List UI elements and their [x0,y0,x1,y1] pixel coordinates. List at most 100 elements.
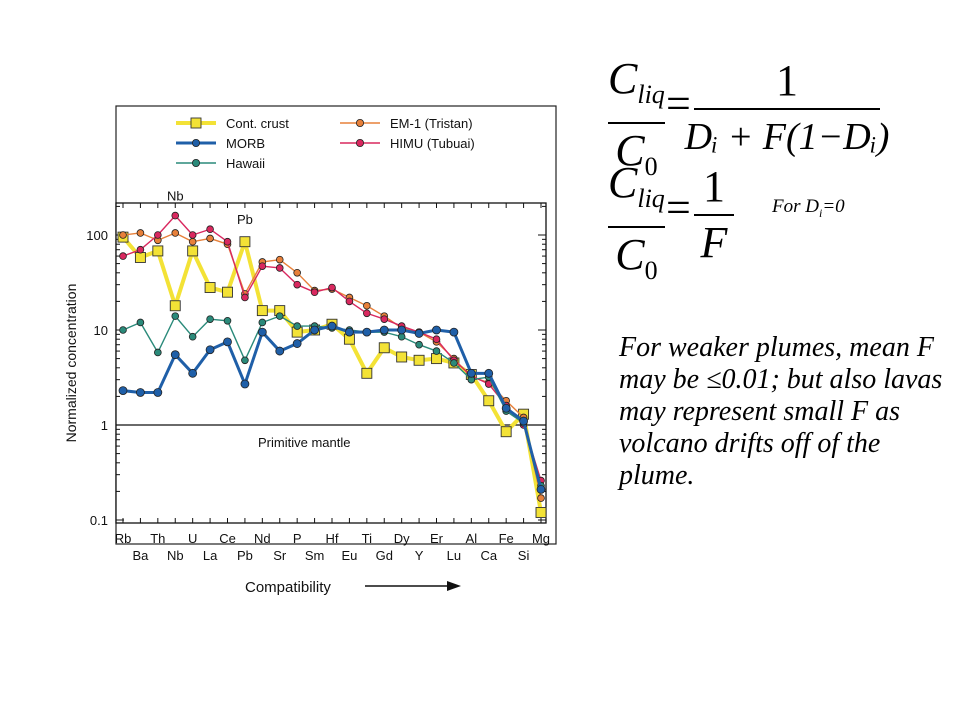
data-point [134,252,146,263]
data-point [222,286,233,298]
data-point [257,327,267,337]
data-point [223,316,232,325]
x-tick-label: U [188,531,197,546]
data-point [396,351,408,363]
legend-swatch-marker [191,138,200,147]
data-point [378,342,390,354]
data-point [152,245,164,257]
data-point [171,229,180,237]
reference-line-group: Primitive mantle [116,424,546,450]
equation-2-lhs: Cliq C0 [608,160,665,294]
data-point [484,368,494,378]
eq2-lhs-fraction-bar [608,225,665,228]
data-point [466,368,476,378]
x-tick-label: Nb [167,548,184,563]
x-tick-label: Fe [499,531,514,546]
note-text: For weaker plumes, mean F may be ≤0.01; … [619,332,943,491]
data-point [450,359,458,367]
data-point [241,356,249,365]
y-tick-label: 100 [86,228,108,243]
data-point [153,388,163,397]
data-point [170,350,180,360]
data-point [119,231,127,239]
data-point [363,309,371,318]
x-tick-label: Eu [341,548,357,563]
legend-label: Hawaii [226,156,265,171]
eq1-rhs-denominator: Dᵢ + F(1−Dᵢ) [684,116,890,158]
eq2-lhs-denominator: C0 [615,229,658,285]
data-point [413,354,425,366]
x-tick-label: Mg [532,531,550,546]
data-point [397,325,407,335]
legend-label: Cont. crust [226,116,289,131]
data-point [154,231,162,239]
data-point [239,236,251,248]
data-point [345,297,354,306]
eq1-equals: = [666,79,691,128]
data-point [275,255,284,264]
data-point [519,416,528,426]
equation-1-rhs: 1 Dᵢ + F(1−Dᵢ) [685,58,890,160]
legend-label: HIMU (Tubuai) [390,136,475,151]
peak-label: Pb [237,212,253,227]
series-layer [117,211,547,518]
legend-label: MORB [226,136,265,151]
data-point [362,327,372,337]
data-point [292,339,302,348]
legend-swatch-marker [191,158,200,167]
y-tick-label: 0.1 [90,513,108,528]
x-tick-label: Gd [376,548,393,563]
data-point [361,367,373,379]
legend-item: EM-1 (Tristan) [340,116,473,131]
eq1-lhs-numerator: Cliq [608,54,665,109]
plot-area [115,202,547,524]
legend-swatch-marker [355,138,364,147]
x-tick-label: Dy [394,531,410,546]
data-point [258,318,267,327]
x-tick-label: Ti [362,531,372,546]
eq1-lhs-fraction-bar [608,121,665,124]
x-tick-label: La [203,548,218,563]
data-point [328,283,336,292]
data-point [171,211,180,220]
data-point [119,252,127,260]
data-point [188,231,197,239]
eq2-rhs-denominator: F [700,218,728,267]
x-tick-label: P [293,531,302,546]
x-tick-label: Rb [115,531,132,546]
data-point [432,325,441,335]
data-point [136,229,145,237]
equation-2-rhs: 1 F [694,164,734,266]
x-axis-label: Compatibility [245,579,331,596]
eq2-rhs-fraction-bar [694,214,734,216]
x-tick-label: Sm [305,548,325,563]
data-point [118,386,128,396]
chart-legend: Cont. crust EM-1 (Tristan) MORB HIMU (Tubua… [176,116,475,171]
equation-1-lhs: Cliq C0 [608,56,665,190]
data-point [293,322,301,330]
x-axis: RbBaThNbULaCePbNdSrPSmHfEuTiGdDyYErLuAlC… [115,189,550,563]
y-tick-label: 1 [101,418,108,433]
data-point [188,237,197,246]
data-point [205,345,215,355]
peak-label: Nb [167,189,184,204]
data-point [537,494,545,502]
data-point [275,346,285,356]
x-tick-label: Ca [480,548,497,563]
data-point [188,332,197,341]
data-point [258,262,267,270]
data-point [536,484,546,494]
data-point [501,403,511,413]
data-point [500,426,512,438]
data-point [204,282,216,293]
legend-swatch-marker [190,117,202,129]
data-point [206,234,214,243]
data-point [310,288,319,296]
data-point [431,353,442,365]
legend-item: Cont. crust [176,116,289,131]
eq1-lhs-denominator: C0 [615,125,658,181]
y-axis-label: Normalized concentration [63,284,79,443]
eq2-lhs-numerator: Cliq [608,158,665,213]
data-point [136,388,145,397]
